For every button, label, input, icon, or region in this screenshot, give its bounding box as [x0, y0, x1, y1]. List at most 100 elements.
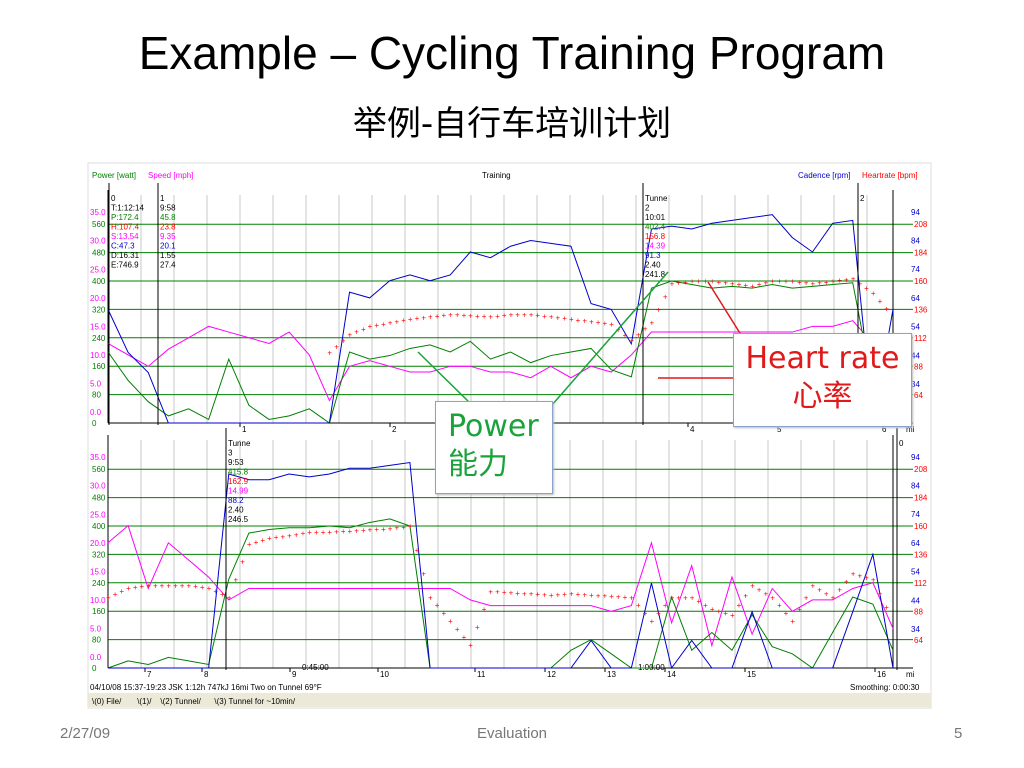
- heartrate-point: +: [790, 277, 795, 286]
- heartrate-point: +: [133, 583, 138, 592]
- heartrate-point: +: [334, 528, 339, 537]
- heartrate-point: +: [656, 609, 661, 618]
- heartrate-point: +: [341, 527, 346, 536]
- power-callout: Power 能力: [435, 401, 553, 494]
- x-axis-label: mi: [906, 425, 915, 434]
- heartrate-point: +: [307, 528, 312, 537]
- heartrate-point: +: [529, 590, 534, 599]
- heartrate-point: +: [515, 589, 520, 598]
- heartrate-point: +: [529, 310, 534, 319]
- lap-marker-text: P:172.4: [111, 213, 139, 222]
- power-tick-label: 80: [92, 636, 101, 645]
- heartrate-point: +: [609, 320, 614, 329]
- heartrate-point: +: [388, 319, 393, 328]
- heartrate-point: +: [797, 605, 802, 614]
- lap-marker-text: 14.99: [228, 487, 249, 496]
- heartrate-point: +: [851, 275, 856, 284]
- power-callout-zh: 能力: [448, 447, 508, 482]
- heartrate-point: +: [240, 558, 245, 567]
- heartrate-point: +: [321, 528, 326, 537]
- heartrate-point: +: [475, 312, 480, 321]
- cadence-tick-label: 94: [911, 208, 920, 217]
- heartrate-point: +: [737, 601, 742, 610]
- lap-marker-text: 1: [160, 194, 165, 203]
- heartrate-point: +: [348, 330, 353, 339]
- heartrate-point: +: [784, 277, 789, 286]
- chart-tab[interactable]: \(0) File/: [92, 697, 122, 706]
- heartrate-point: +: [723, 609, 728, 618]
- heartrate-point: +: [757, 280, 762, 289]
- speed-tick-label: 10.0: [90, 596, 106, 605]
- speed-tick-label: 5.0: [90, 379, 102, 388]
- heartrate-point: +: [690, 277, 695, 286]
- x-tick-label: 10: [380, 670, 389, 679]
- heartrate-point: +: [435, 601, 440, 610]
- heartrate-point: +: [696, 597, 701, 606]
- heartrate-point: +: [777, 601, 782, 610]
- power-tick-label: 320: [92, 550, 106, 559]
- speed-tick-label: 25.0: [90, 265, 106, 274]
- heartrate-point: +: [797, 278, 802, 287]
- heartrate-point: +: [361, 325, 366, 334]
- heartrate-point: +: [374, 525, 379, 534]
- lap-marker-text: 0: [111, 194, 116, 203]
- power-tick-label: 400: [92, 522, 106, 531]
- cadence-tick-label: 34: [911, 625, 920, 634]
- speed-line-upper: [107, 320, 894, 402]
- heartrate-tick-label: 208: [914, 220, 928, 229]
- heartrate-point: +: [656, 306, 661, 315]
- lap-marker-text: Tunne: [228, 439, 251, 448]
- heartrate-point: +: [146, 581, 151, 590]
- chart-tab[interactable]: \(1)/: [137, 697, 152, 706]
- heartrate-point: +: [576, 316, 581, 325]
- heartrate-point: +: [663, 601, 668, 610]
- lap-marker-text: 241.8: [645, 270, 666, 279]
- speed-tick-label: 15.0: [90, 322, 106, 331]
- lap-marker-text: 156.8: [645, 232, 666, 241]
- heartrate-point: +: [871, 289, 876, 298]
- heartrate-tick-label: 136: [914, 551, 928, 560]
- legend-cadence: Cadence [rpm]: [798, 171, 850, 180]
- heartrate-point: +: [703, 601, 708, 610]
- chart-tab[interactable]: \(3) Tunnel for ~10min/: [214, 697, 295, 706]
- heartrate-tick-label: 208: [914, 465, 928, 474]
- heartrate-point: +: [488, 313, 493, 322]
- heartrate-point: +: [629, 336, 634, 345]
- heartrate-point: +: [589, 317, 594, 326]
- chart-tab[interactable]: \(2) Tunnel/: [160, 697, 201, 706]
- heartrate-point: +: [562, 314, 567, 323]
- heartrate-point: +: [421, 313, 426, 322]
- heartrate-point: +: [649, 617, 654, 626]
- heartrate-point: +: [696, 277, 701, 286]
- lap-marker-text: 10:01: [645, 213, 666, 222]
- heartrate-point: +: [710, 605, 715, 614]
- heartrate-point: +: [388, 524, 393, 533]
- heartrate-point: +: [327, 348, 332, 357]
- heartrate-point: +: [374, 321, 379, 330]
- heartrate-point: +: [247, 540, 252, 549]
- heartrate-point: +: [515, 310, 520, 319]
- speed-tick-label: 15.0: [90, 567, 106, 576]
- heartrate-point: +: [777, 277, 782, 286]
- x-tick-label: 9: [292, 670, 297, 679]
- heartrate-point: +: [482, 312, 487, 321]
- cadence-tick-label: 74: [911, 510, 920, 519]
- speed-tick-label: 35.0: [90, 208, 106, 217]
- cadence-line-lower: [108, 461, 894, 670]
- heartrate-point: +: [784, 609, 789, 618]
- hr-callout-en: Heart rate: [745, 341, 900, 376]
- lap-marker-text: 14.39: [645, 242, 666, 251]
- heartrate-point: +: [401, 523, 406, 532]
- heartrate-point: +: [193, 582, 198, 591]
- lap-marker-text: 402.4: [645, 223, 666, 232]
- lap-marker-text: 2.40: [645, 261, 661, 270]
- heartrate-point: +: [408, 522, 413, 531]
- tab-bar: [88, 693, 931, 707]
- heartrate-point: +: [831, 593, 836, 602]
- x-tick-label: 1: [242, 425, 247, 434]
- heartrate-point: +: [106, 593, 111, 602]
- heartrate-point: +: [462, 311, 467, 320]
- heartrate-point: +: [428, 313, 433, 322]
- lap-marker-text: 9:53: [228, 458, 244, 467]
- heartrate-tick-label: 160: [914, 522, 928, 531]
